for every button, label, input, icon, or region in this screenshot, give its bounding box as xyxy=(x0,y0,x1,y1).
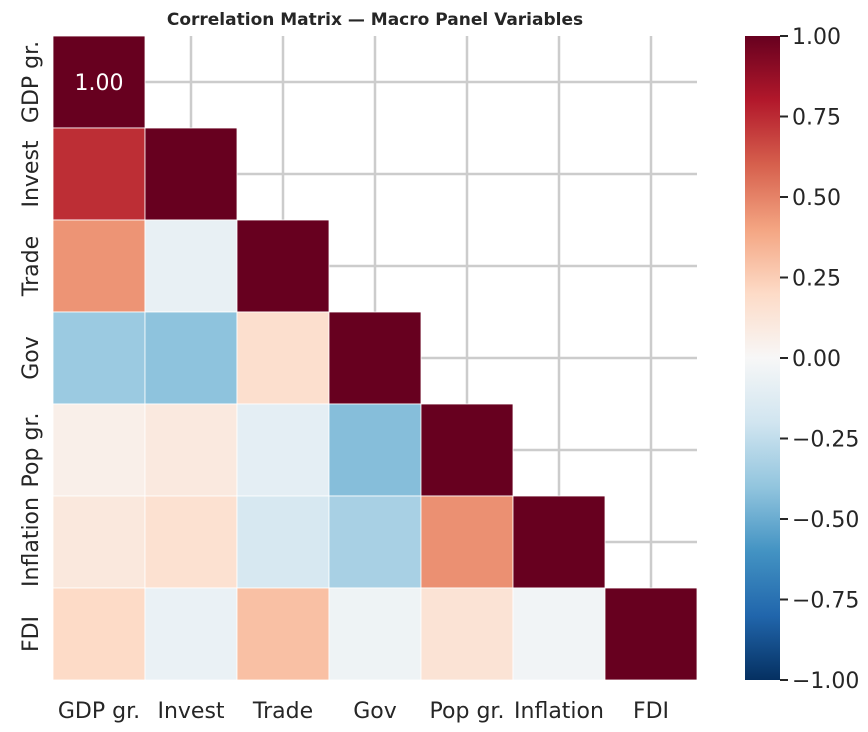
heatmap-cell xyxy=(144,127,238,221)
heatmap-cell xyxy=(144,403,238,497)
y-tick-label: Inflation xyxy=(19,497,44,587)
x-tick-label: Trade xyxy=(252,699,313,724)
x-tick-label: Inflation xyxy=(514,699,604,724)
colorbar-tick-label: −0.75 xyxy=(792,589,859,614)
y-tick-label: Gov xyxy=(19,336,44,380)
heatmap-cell xyxy=(52,495,146,589)
y-tick-labels: GDP gr. Invest Trade Gov Pop gr. Inflation FDI xyxy=(19,41,44,652)
colorbar-tick-labels: 1.00 0.75 0.50 0.25 0.00 −0.25 −0.50 −0.75 −1.00 xyxy=(780,25,859,694)
heatmap-cell xyxy=(52,127,146,221)
heatmap-cell xyxy=(604,587,698,681)
heatmap-cell xyxy=(236,403,330,497)
x-tick-labels: GDP gr. Invest Trade Gov Pop gr. Inflation FDI xyxy=(58,699,669,724)
x-tick-label: Pop gr. xyxy=(430,699,505,724)
heatmap-cell xyxy=(236,219,330,313)
heatmap-cell xyxy=(420,495,514,589)
heatmap-cell xyxy=(52,587,146,681)
x-tick-label: Gov xyxy=(353,699,397,724)
colorbar-tick-label: 0.50 xyxy=(792,186,841,211)
heatmap-cell xyxy=(144,219,238,313)
cell-annotation: 1.00 xyxy=(75,71,124,96)
colorbar-tick-label: 0.00 xyxy=(792,347,841,372)
cells-layer xyxy=(52,35,698,681)
heatmap-cell xyxy=(328,311,422,405)
heatmap-cell xyxy=(236,311,330,405)
heatmap-cell xyxy=(236,495,330,589)
y-tick-label: Pop gr. xyxy=(19,413,44,488)
heatmap-cell xyxy=(52,403,146,497)
colorbar-tick-label: −0.25 xyxy=(792,428,859,453)
heatmap-cell xyxy=(420,587,514,681)
heatmap-cell xyxy=(144,587,238,681)
heatmap-cell xyxy=(328,403,422,497)
heatmap-cell xyxy=(52,35,146,129)
annotation-layer: 1.00 xyxy=(75,71,124,96)
colorbar-tick-label: −1.00 xyxy=(792,669,859,694)
chart-title: Correlation Matrix — Macro Panel Variabl… xyxy=(167,10,583,30)
colorbar-tick-label: 0.25 xyxy=(792,267,841,292)
x-tick-label: GDP gr. xyxy=(58,699,140,724)
y-tick-label: FDI xyxy=(19,616,44,652)
heatmap-cell xyxy=(144,495,238,589)
heatmap-cell xyxy=(512,587,606,681)
y-tick-label: GDP gr. xyxy=(19,41,44,123)
heatmap-cell xyxy=(420,403,514,497)
colorbar-tick-label: 1.00 xyxy=(792,25,841,50)
colorbar-tick-label: −0.50 xyxy=(792,508,859,533)
heatmap-cell xyxy=(52,311,146,405)
x-tick-label: Invest xyxy=(157,699,224,724)
colorbar-tick-label: 0.75 xyxy=(792,106,841,131)
heatmap-cell xyxy=(512,495,606,589)
y-tick-label: Trade xyxy=(19,236,44,297)
heatmap-cell xyxy=(328,495,422,589)
y-tick-label: Invest xyxy=(19,140,44,207)
heatmap-cell xyxy=(144,311,238,405)
colorbar xyxy=(745,36,780,680)
heatmap-cell xyxy=(52,219,146,313)
heatmap-cell xyxy=(236,587,330,681)
heatmap-cell xyxy=(328,587,422,681)
x-tick-label: FDI xyxy=(633,699,669,724)
